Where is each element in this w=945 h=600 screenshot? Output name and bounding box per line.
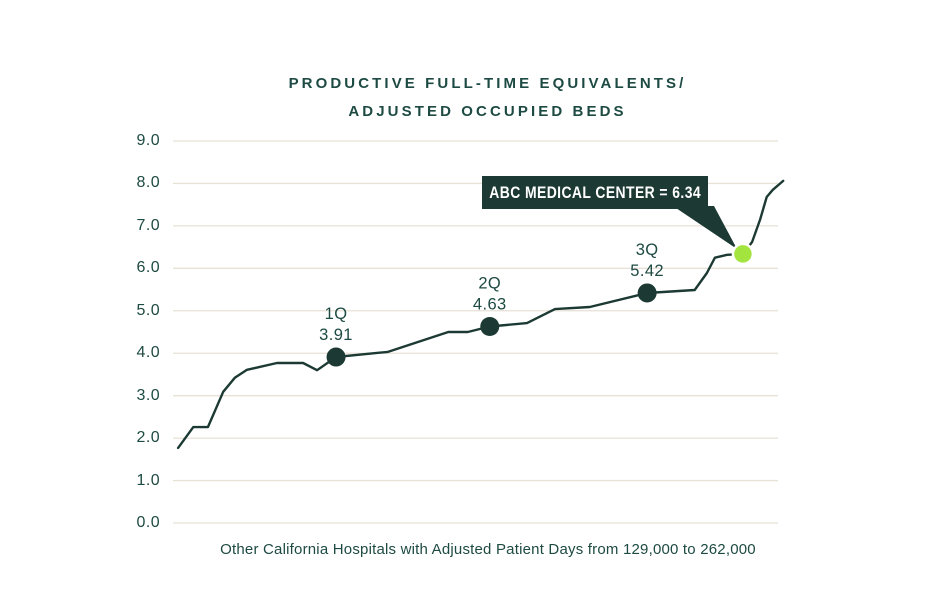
y-tick-label: 6.0 [136, 259, 160, 277]
second-quartile-label: 2Q [478, 274, 501, 292]
abc-medical-center-marker [731, 242, 755, 266]
y-tick-label: 3.0 [136, 386, 160, 404]
chart-title-line2: ADJUSTED OCCUPIED BEDS [348, 103, 627, 120]
chart-title: PRODUCTIVE FULL-TIME EQUIVALENTS/ ADJUST… [175, 70, 800, 126]
y-tick-label: 1.0 [136, 471, 160, 489]
first-quartile-label: 1Q [325, 305, 348, 323]
second-quartile-value-label: 4.63 [473, 295, 507, 313]
third-quartile-label: 3Q [636, 241, 659, 259]
abc-callout-text: ABC MEDICAL CENTER = 6.34 [489, 182, 701, 202]
abc-callout: ABC MEDICAL CENTER = 6.34 [482, 176, 708, 209]
third-quartile-value-label: 5.42 [630, 262, 664, 280]
hospital-distribution-line [176, 179, 785, 450]
abc-callout-tail [673, 206, 737, 249]
third-quartile-marker [637, 283, 657, 303]
y-tick-label: 2.0 [136, 429, 160, 447]
second-quartile-marker [480, 316, 500, 336]
y-tick-label: 5.0 [136, 301, 160, 319]
first-quartile-marker [326, 347, 346, 367]
y-tick-label: 8.0 [136, 174, 160, 192]
first-quartile-value-label: 3.91 [319, 326, 353, 344]
chart-title-line1: PRODUCTIVE FULL-TIME EQUIVALENTS/ [288, 75, 687, 92]
y-tick-label: 7.0 [136, 216, 160, 234]
x-axis-label: Other California Hospitals with Adjusted… [220, 541, 756, 558]
y-tick-label: 0.0 [136, 514, 160, 531]
y-tick-label: 9.0 [136, 132, 160, 149]
y-tick-label: 4.0 [136, 344, 160, 362]
